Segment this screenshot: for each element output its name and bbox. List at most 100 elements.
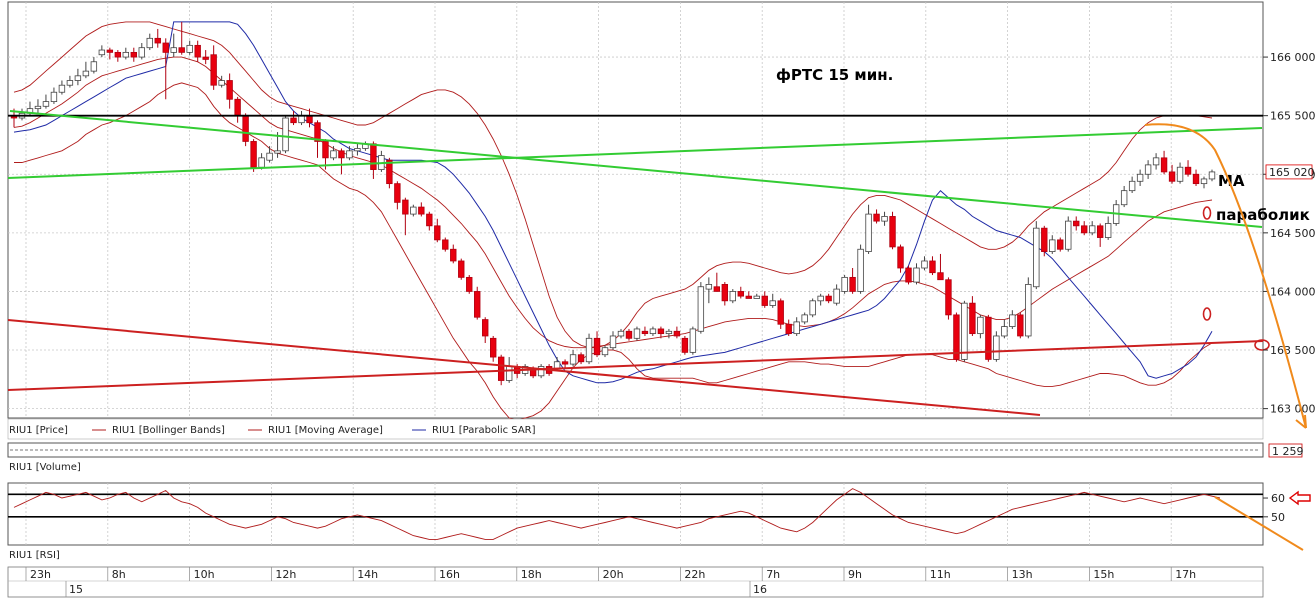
candle [657, 326, 665, 339]
candle [1089, 221, 1096, 236]
candle [130, 47, 137, 62]
candle-body-up [961, 302, 968, 360]
time-tick-label: 20h [603, 568, 624, 581]
candle [1160, 150, 1168, 175]
candle [490, 335, 497, 362]
candle-body-down [721, 284, 729, 302]
candle [178, 21, 185, 55]
candle [857, 244, 864, 294]
candle-body-down [737, 291, 744, 297]
candle [1176, 162, 1184, 184]
candle-body-up [817, 295, 824, 302]
candle [458, 258, 465, 280]
candle [1065, 216, 1072, 252]
legend-entry: RIU1 [Price] [9, 425, 68, 436]
candle [138, 43, 145, 60]
candle [1009, 310, 1016, 329]
candle-body-down [442, 239, 449, 250]
legend-strip [7, 418, 1264, 440]
candle [242, 113, 249, 147]
candle-body-down [402, 199, 409, 215]
candle [442, 237, 449, 252]
candle [210, 45, 217, 90]
candle [569, 350, 577, 367]
candle [937, 253, 944, 281]
candle [921, 256, 928, 271]
time-tick-label: 18h [521, 568, 542, 581]
candle-body-up [769, 300, 776, 306]
legend-entry: RIU1 [Moving Average] [268, 425, 383, 436]
candle [170, 33, 177, 58]
candle-body-up [266, 152, 273, 161]
candle-body-down [1184, 166, 1192, 175]
parabolic-sar [13, 21, 1213, 384]
candle-body-down [474, 291, 481, 318]
candle [945, 277, 952, 320]
candle-body-down [673, 330, 681, 337]
candle-body-up [1009, 314, 1016, 327]
candle [961, 300, 968, 362]
candle [466, 275, 473, 294]
date-tick-label: 15 [69, 583, 83, 596]
candle [42, 94, 50, 109]
candle [793, 317, 800, 336]
trend-lines [7, 110, 1270, 416]
candle [889, 211, 896, 250]
candle [1057, 237, 1064, 252]
candle [809, 298, 816, 318]
candle [761, 291, 768, 308]
candle-body-up [569, 354, 577, 365]
candle [865, 204, 872, 254]
candle [913, 263, 920, 285]
candle-body-down [194, 44, 201, 58]
candle-body-up [1001, 326, 1008, 337]
candle-body-up [98, 49, 106, 56]
candle-body-up [90, 61, 98, 72]
candle-body-up [66, 80, 74, 86]
price-tick-label: 164 000 [1270, 285, 1316, 298]
candle [825, 293, 832, 304]
candle [402, 197, 409, 236]
candle [673, 326, 681, 339]
time-tick-label: 15h [1093, 568, 1114, 581]
candle [1025, 277, 1032, 339]
candle-body-down [490, 337, 497, 358]
parabolic-annotation: параболик [1216, 206, 1310, 224]
candle [330, 146, 337, 161]
candle-body-down [953, 314, 960, 360]
ma-annotation: MA [1218, 172, 1245, 190]
candle-body-down [657, 328, 665, 335]
candle-body-down [394, 183, 401, 203]
candle-body-down [929, 260, 936, 274]
candle-body-up [1049, 239, 1056, 252]
candle-body-down [641, 330, 649, 335]
candle-body-down [154, 37, 161, 44]
candle-body-up [1033, 227, 1040, 288]
price-forecast-arrow [1144, 123, 1307, 429]
candle [1049, 235, 1056, 254]
candle-body-down [290, 117, 297, 124]
candle-body-down [130, 51, 137, 58]
candle-body-down [322, 141, 329, 159]
time-tick-label: 14h [357, 568, 378, 581]
candle-body-up [585, 337, 593, 363]
candle-body-up [258, 157, 265, 168]
candle-body-down [306, 115, 313, 124]
candle [769, 293, 776, 308]
candle [290, 110, 297, 126]
chart-title: фРТС 15 мин. [776, 66, 893, 84]
forecast-arrows [1144, 123, 1307, 551]
candle [713, 272, 721, 292]
candle-body-up [330, 150, 337, 159]
candle [1073, 216, 1080, 231]
candle [561, 359, 569, 369]
price-tick-label: 163 500 [1270, 344, 1316, 357]
price-tick-label: 166 000 [1270, 51, 1316, 64]
candle-body-up [993, 335, 1000, 360]
candle-body-up [801, 314, 808, 323]
candle-body-up [1025, 284, 1032, 337]
candle-body-up [146, 37, 153, 49]
candle-body-down [1160, 157, 1168, 173]
green-trend-down [9, 110, 1263, 228]
